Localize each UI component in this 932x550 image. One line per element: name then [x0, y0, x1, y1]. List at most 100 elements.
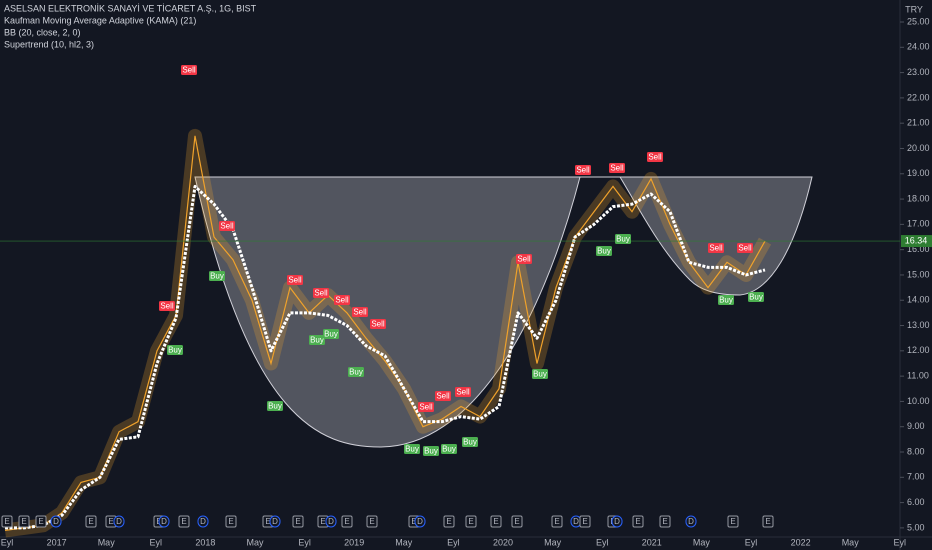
signal-label: Buy [719, 296, 733, 305]
signal-box [615, 234, 631, 244]
signal-label: Sell [648, 153, 662, 162]
event-marker [325, 515, 337, 528]
cup-pattern [194, 176, 813, 448]
event-marker [632, 515, 644, 528]
y-tick-label: 22.00 [907, 92, 930, 102]
event-label: E [635, 517, 640, 526]
event-marker [762, 515, 774, 528]
signal-label: Buy [533, 370, 547, 379]
signal-box [159, 301, 175, 311]
signal-label: Buy [442, 445, 456, 454]
event-marker [727, 515, 739, 528]
event-label: E [730, 517, 735, 526]
signal-label: Buy [463, 438, 477, 447]
event-label: D [417, 517, 423, 526]
signal-label: Buy [168, 346, 182, 355]
signal-box [267, 401, 283, 411]
event-label: E [38, 517, 43, 526]
y-tick-label: 15.00 [907, 269, 930, 279]
signal-box [575, 165, 591, 175]
x-tick-label: 2021 [642, 537, 662, 547]
event-label: E [108, 517, 113, 526]
signal-box [435, 391, 451, 401]
event-label: E [369, 517, 374, 526]
signal-label: Sell [335, 296, 349, 305]
signal-label: Sell [314, 289, 328, 298]
currency: TRY [905, 4, 923, 14]
y-tick-label: 12.00 [907, 345, 930, 355]
signal-label: Buy [324, 330, 338, 339]
last-price-label: 16.34 [905, 235, 928, 245]
event-marker [685, 515, 697, 528]
indicator: BB (20, close, 2, 0) [4, 27, 81, 37]
event-label: E [4, 517, 9, 526]
event-label: E [228, 517, 233, 526]
y-tick-label: 18.00 [907, 193, 930, 203]
event-marker [490, 515, 502, 528]
signal-box [323, 329, 339, 339]
event-marker [18, 515, 30, 528]
event-label: D [614, 517, 620, 526]
x-tick-label: 2020 [493, 537, 513, 547]
signal-box [708, 243, 724, 253]
x-tick-label: May [842, 537, 860, 547]
signal-label: Buy [349, 368, 363, 377]
y-tick-label: 7.00 [907, 472, 925, 482]
signal-label: Sell [738, 244, 752, 253]
event-label: E [468, 517, 473, 526]
event-marker [465, 515, 477, 528]
event-marker [366, 515, 378, 528]
event-marker [50, 515, 62, 528]
event-label: D [53, 517, 59, 526]
signal-box [748, 292, 764, 302]
event-label: D [688, 517, 694, 526]
signal-box [737, 243, 753, 253]
x-tick-label: Eyl [745, 537, 758, 547]
last-price-tag [901, 235, 932, 248]
event-marker [1, 515, 13, 528]
signal-label: Buy [310, 336, 324, 345]
event-label: D [200, 517, 206, 526]
event-label: E [582, 517, 587, 526]
signal-box [418, 402, 434, 412]
event-marker [579, 515, 591, 528]
x-tick-label: 2022 [791, 537, 811, 547]
y-tick-label: 23.00 [907, 67, 930, 77]
x-tick-label: May [98, 537, 116, 547]
x-tick-label: 2019 [344, 537, 364, 547]
signal-label: Sell [419, 403, 433, 412]
event-label: E [265, 517, 270, 526]
signal-box [370, 319, 386, 329]
x-tick-label: 2018 [195, 537, 215, 547]
x-tick-label: May [246, 537, 264, 547]
signal-box [167, 345, 183, 355]
event-label: E [21, 517, 26, 526]
y-tick-label: 21.00 [907, 118, 930, 128]
x-tick-label: Eyl [596, 537, 609, 547]
event-label: E [446, 517, 451, 526]
signal-label: Buy [424, 447, 438, 456]
signal-label: Buy [749, 293, 763, 302]
event-label: E [554, 517, 559, 526]
y-tick-label: 20.00 [907, 143, 930, 153]
event-label: E [88, 517, 93, 526]
signal-box [352, 307, 368, 317]
event-label: D [573, 517, 579, 526]
signal-box [348, 367, 364, 377]
signal-box [455, 387, 471, 397]
signal-label: Sell [610, 164, 624, 173]
event-marker [659, 515, 671, 528]
signal-label: Buy [597, 247, 611, 256]
event-label: E [514, 517, 519, 526]
event-marker [269, 515, 281, 528]
signal-box [423, 446, 439, 456]
x-tick-label: Eyl [447, 537, 460, 547]
signal-label: Sell [456, 388, 470, 397]
event-label: D [161, 517, 167, 526]
x-tick-label: Eyl [150, 537, 163, 547]
chart-title: ASELSAN ELEKTRONİK SANAYİ VE TİCARET A.Ş… [4, 3, 257, 13]
y-tick-label: 25.00 [907, 16, 930, 26]
event-marker [35, 515, 47, 528]
